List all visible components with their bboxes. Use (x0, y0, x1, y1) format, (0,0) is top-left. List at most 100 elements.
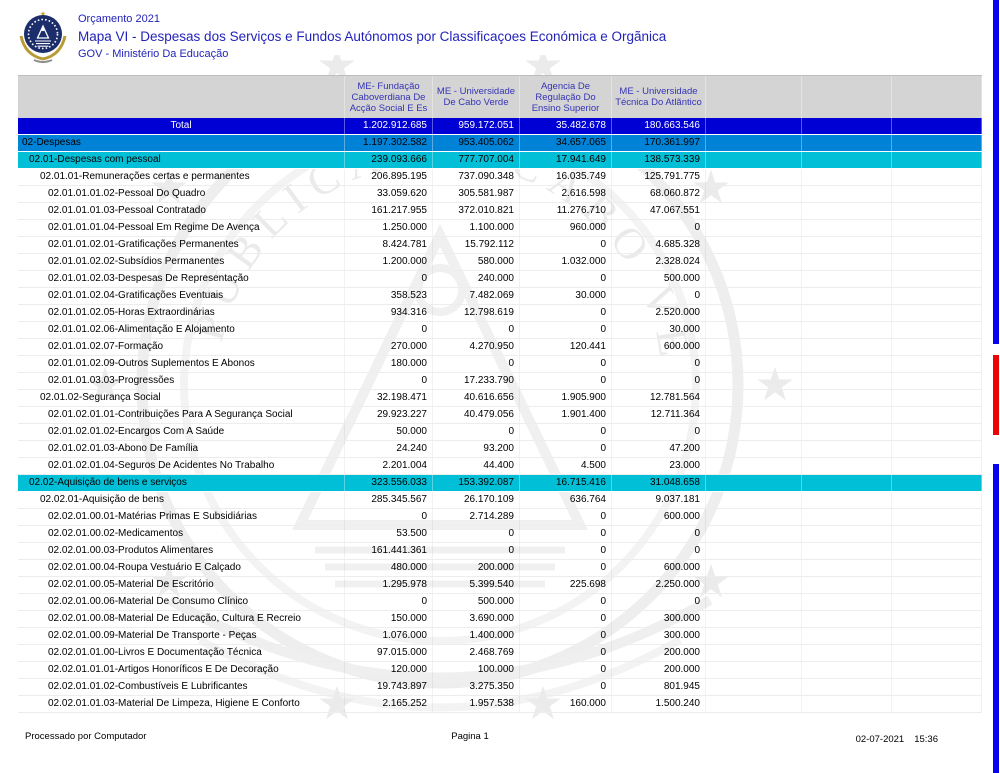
row-label: 02.01-Despesas com pessoal (18, 152, 345, 168)
row-value: 0 (520, 373, 612, 389)
row-value-empty (802, 492, 892, 508)
row-label: 02-Despesas (18, 135, 345, 151)
row-value-empty (802, 509, 892, 525)
row-value: 1.957.538 (433, 696, 520, 712)
row-value: 0 (345, 373, 433, 389)
row-label: 02.01.02.01.03-Abono De Família (18, 441, 345, 457)
row-value-empty (802, 560, 892, 576)
row-value: 0 (433, 526, 520, 542)
column-header: ME - Universidade De Cabo Verde (433, 76, 520, 118)
row-value-empty (706, 543, 802, 559)
row-value-empty (892, 407, 982, 423)
row-value-empty (802, 475, 892, 491)
row-value: 0 (433, 322, 520, 338)
row-value-empty (802, 288, 892, 304)
row-label: 02.02.01.00.02-Medicamentos (18, 526, 345, 542)
row-value: 358.523 (345, 288, 433, 304)
row-value-empty (892, 679, 982, 695)
row-value: 737.090.348 (433, 169, 520, 185)
row-value-empty (706, 611, 802, 627)
table-row: 02.01.01.01.04-Pessoal Em Regime De Aven… (18, 220, 982, 237)
row-value: 200.000 (433, 560, 520, 576)
table-row: 02.02.01-Aquisição de bens 285.345.567 26.… (18, 492, 982, 509)
row-value-empty (802, 254, 892, 270)
row-value-empty (892, 322, 982, 338)
row-value: 0 (345, 271, 433, 287)
table-row: 02.02.01.00.02-Medicamentos 53.500 0 0 0 (18, 526, 982, 543)
row-value: 1.100.000 (433, 220, 520, 236)
table-row: 02.02.01.00.03-Produtos Alimentares 161.4… (18, 543, 982, 560)
row-value: 16.715.416 (520, 475, 612, 491)
row-value: 0 (520, 594, 612, 610)
row-value: 0 (520, 237, 612, 253)
table-body: Total 1.202.912.685 959.172.051 35.482.678 1… (18, 118, 982, 713)
column-header: Agencia De Regulação Do Ensino Superior (520, 76, 612, 118)
row-value: 777.707.004 (433, 152, 520, 168)
row-value-empty (892, 169, 982, 185)
row-value-empty (802, 458, 892, 474)
row-value-empty (802, 679, 892, 695)
row-value-empty (892, 152, 982, 168)
table-header-row: ME- Fundação Caboverdiana De Acção Socia… (18, 75, 982, 118)
row-value: 9.037.181 (612, 492, 706, 508)
row-value: 17.941.649 (520, 152, 612, 168)
row-value: 40.616.656 (433, 390, 520, 406)
row-value: 35.482.678 (520, 118, 612, 134)
row-value-empty (802, 577, 892, 593)
row-value: 960.000 (520, 220, 612, 236)
row-value-empty (892, 135, 982, 151)
row-label: 02.01.01.02.01-Gratificações Permanentes (18, 237, 345, 253)
row-label: 02.01.01.02.09-Outros Suplementos E Abon… (18, 356, 345, 372)
row-value-empty (802, 322, 892, 338)
row-value: 0 (612, 373, 706, 389)
row-value: 3.275.350 (433, 679, 520, 695)
row-value: 1.901.400 (520, 407, 612, 423)
row-value: 0 (520, 305, 612, 321)
row-value: 372.010.821 (433, 203, 520, 219)
row-value: 11.276.710 (520, 203, 612, 219)
row-value: 500.000 (433, 594, 520, 610)
row-label: 02.01.01.01.02-Pessoal Do Quadro (18, 186, 345, 202)
row-value-empty (892, 662, 982, 678)
table-row: 02.02.01.01.00-Livros E Documentação Téc… (18, 645, 982, 662)
row-value: 2.714.289 (433, 509, 520, 525)
row-value: 959.172.051 (433, 118, 520, 134)
table-row: 02.01.01.02.09-Outros Suplementos E Abon… (18, 356, 982, 373)
row-value-empty (802, 186, 892, 202)
row-value: 0 (520, 441, 612, 457)
row-value: 0 (612, 220, 706, 236)
table-row: 02.02.01.00.04-Roupa Vestuário E Calçado… (18, 560, 982, 577)
row-value: 161.217.955 (345, 203, 433, 219)
row-value-empty (802, 373, 892, 389)
table-row: 02-Despesas 1.197.302.582 953.405.062 34.65… (18, 135, 982, 152)
row-label: 02.02.01.00.05-Material De Escritório (18, 577, 345, 593)
row-label: 02.02.01.00.03-Produtos Alimentares (18, 543, 345, 559)
row-value-empty (802, 356, 892, 372)
row-value: 239.093.666 (345, 152, 433, 168)
row-value: 12.711.364 (612, 407, 706, 423)
row-value: 580.000 (433, 254, 520, 270)
row-value: 40.479.056 (433, 407, 520, 423)
row-value: 300.000 (612, 628, 706, 644)
row-value: 2.201.004 (345, 458, 433, 474)
row-value-empty (802, 407, 892, 423)
row-value: 170.361.997 (612, 135, 706, 151)
footer-date: 02-07-2021 (855, 734, 905, 745)
row-value-empty (706, 662, 802, 678)
row-label: 02.01.01.03.03-Progressões (18, 373, 345, 389)
row-value-empty (706, 560, 802, 576)
row-value: 4.685.328 (612, 237, 706, 253)
row-value-empty (706, 594, 802, 610)
table-row: 02.02.01.00.01-Matérias Primas E Subsidi… (18, 509, 982, 526)
row-value-empty (706, 152, 802, 168)
row-value-empty (706, 356, 802, 372)
row-value: 2.616.598 (520, 186, 612, 202)
row-value: 120.441 (520, 339, 612, 355)
row-value: 0 (520, 679, 612, 695)
row-value-empty (706, 526, 802, 542)
row-value-empty (892, 696, 982, 712)
row-value: 34.657.065 (520, 135, 612, 151)
row-value: 0 (520, 662, 612, 678)
row-value: 15.792.112 (433, 237, 520, 253)
